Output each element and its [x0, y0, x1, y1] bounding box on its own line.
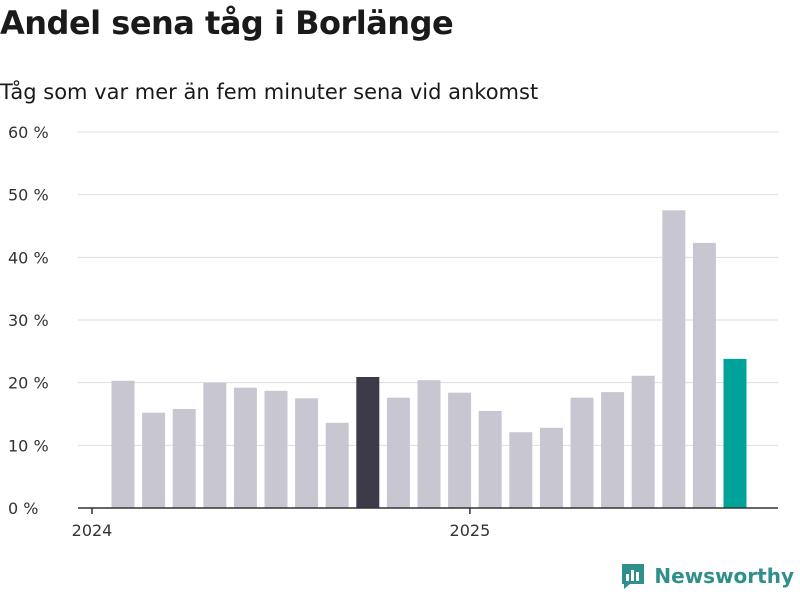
- newsworthy-logo: Newsworthy: [620, 562, 794, 590]
- bar: [111, 380, 135, 508]
- bar: [233, 387, 257, 508]
- bar: [203, 382, 227, 508]
- bar: [601, 392, 625, 508]
- bar: [295, 398, 319, 508]
- y-tick-label: 60 %: [8, 123, 49, 142]
- chart-title: Andel sena tåg i Borlänge: [0, 4, 454, 42]
- y-tick-label: 50 %: [8, 186, 49, 205]
- y-tick-label: 30 %: [8, 311, 49, 330]
- y-tick-label: 10 %: [8, 436, 49, 455]
- logo-text: Newsworthy: [654, 564, 794, 588]
- y-tick-label: 20 %: [8, 374, 49, 393]
- bar: [631, 375, 655, 508]
- bar-chart: 0 % 10 % 20 % 30 % 40 % 50 % 60 % 2024 2025: [8, 123, 778, 540]
- x-tick-label: 2024: [72, 521, 113, 540]
- y-tick-label: 40 %: [8, 248, 49, 267]
- bar: [386, 397, 410, 508]
- bar: [539, 427, 563, 508]
- bar: [478, 410, 502, 508]
- bar: [142, 412, 166, 508]
- bar: [448, 392, 472, 508]
- bar: [264, 390, 288, 508]
- y-tick-label: 0 %: [8, 499, 38, 518]
- bar: [356, 377, 380, 508]
- bar: [509, 432, 533, 508]
- bar: [662, 210, 686, 509]
- bar: [692, 242, 716, 508]
- axes: 0 % 10 % 20 % 30 % 40 % 50 % 60 % 2024 2025: [8, 123, 778, 540]
- bar: [723, 358, 747, 508]
- bar: [570, 397, 594, 508]
- bar: [172, 409, 196, 508]
- bar: [325, 422, 349, 508]
- x-tick-label: 2025: [450, 521, 491, 540]
- chart-subtitle: Tåg som var mer än fem minuter sena vid …: [0, 80, 539, 104]
- bars: [111, 210, 747, 509]
- bar: [417, 380, 441, 508]
- newsworthy-chart-icon: [622, 564, 645, 589]
